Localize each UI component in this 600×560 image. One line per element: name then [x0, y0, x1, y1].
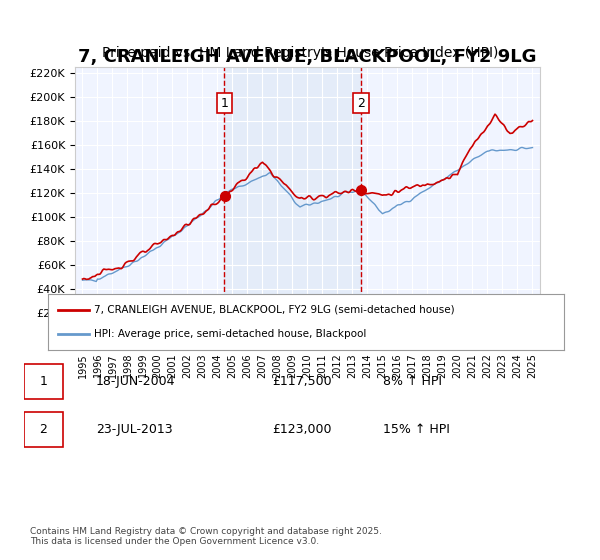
Text: Contains HM Land Registry data © Crown copyright and database right 2025.
This d: Contains HM Land Registry data © Crown c… [30, 526, 382, 546]
Bar [224, 67, 361, 343]
Text: 18-JUN-2004: 18-JUN-2004 [96, 375, 175, 388]
Text: 15% ↑ HPI: 15% ↑ HPI [383, 423, 449, 436]
FancyBboxPatch shape [24, 412, 62, 447]
FancyBboxPatch shape [24, 364, 62, 399]
Text: 23-JUL-2013: 23-JUL-2013 [96, 423, 172, 436]
Text: 2: 2 [357, 97, 365, 110]
Text: HPI: Average price, semi-detached house, Blackpool: HPI: Average price, semi-detached house,… [94, 329, 367, 339]
Text: 2: 2 [40, 423, 47, 436]
Text: 1: 1 [220, 97, 229, 110]
Text: £123,000: £123,000 [272, 423, 332, 436]
Title: 7, CRANLEIGH AVENUE, BLACKPOOL, FY2 9LG: 7, CRANLEIGH AVENUE, BLACKPOOL, FY2 9LG [78, 48, 537, 66]
Text: 1: 1 [40, 375, 47, 388]
Text: £117,500: £117,500 [272, 375, 332, 388]
Text: 8% ↑ HPI: 8% ↑ HPI [383, 375, 442, 388]
Text: 7, CRANLEIGH AVENUE, BLACKPOOL, FY2 9LG (semi-detached house): 7, CRANLEIGH AVENUE, BLACKPOOL, FY2 9LG … [94, 305, 455, 315]
Text: Price paid vs. HM Land Registry's House Price Index (HPI): Price paid vs. HM Land Registry's House … [102, 46, 498, 60]
